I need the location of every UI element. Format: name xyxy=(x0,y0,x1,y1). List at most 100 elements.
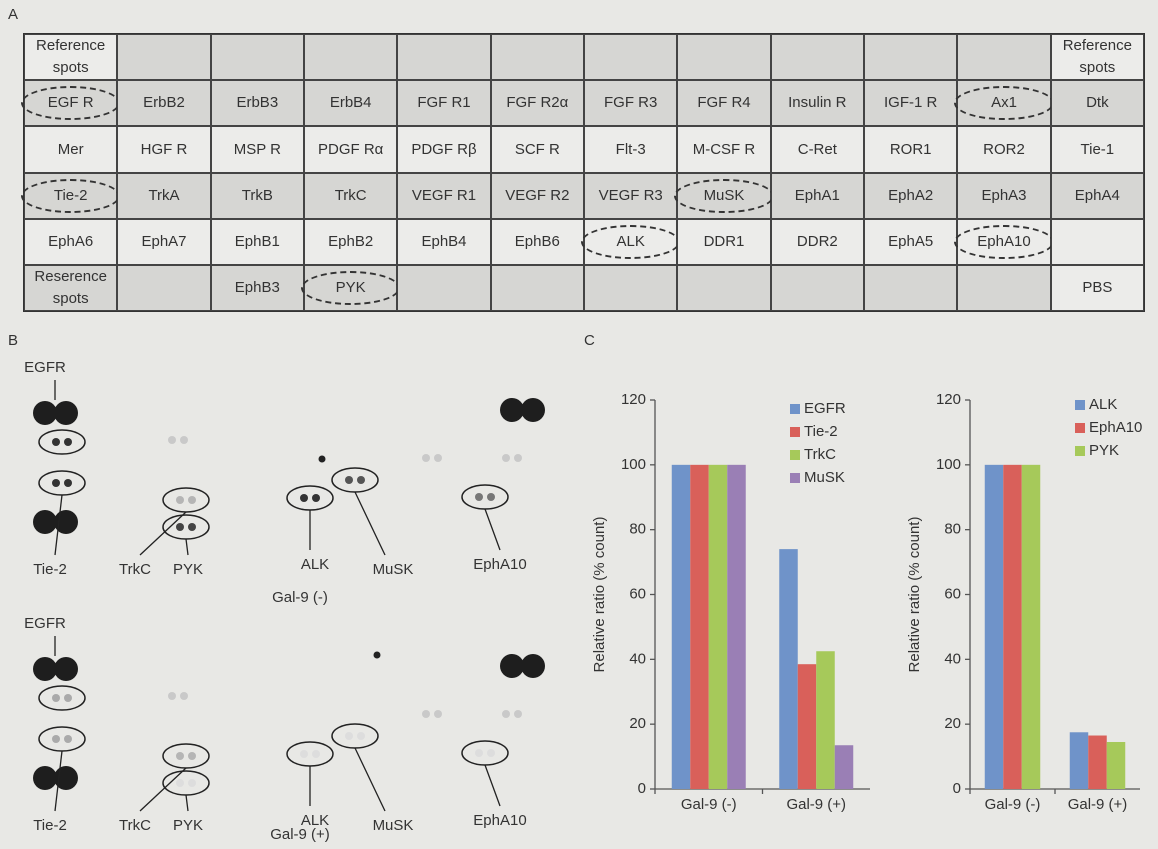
table-cell: TrkB xyxy=(210,172,304,219)
table-cell: FGF R4 xyxy=(677,80,771,127)
table-cell: MuSK xyxy=(674,172,774,219)
blot-spot xyxy=(434,710,442,718)
cell-text: ROR1 xyxy=(889,140,932,158)
y-tick-label: 40 xyxy=(629,650,646,667)
table-cell: IGF-1 R xyxy=(864,80,958,127)
table-cell: ROR2 xyxy=(957,126,1051,173)
blot-spot xyxy=(188,496,196,504)
blot-spot xyxy=(180,692,188,700)
y-tick-label: 0 xyxy=(953,780,961,797)
cell-text: M-CSF R xyxy=(692,140,756,158)
y-tick-label: 120 xyxy=(621,391,646,408)
table-cell: ROR1 xyxy=(864,126,958,173)
table-cell xyxy=(1050,218,1144,265)
cell-text: ErbB3 xyxy=(236,94,279,112)
bar xyxy=(690,464,709,789)
legend-label: ALK xyxy=(1089,396,1117,413)
y-tick-label: 80 xyxy=(944,521,961,538)
blot-label: MuSK xyxy=(373,561,414,578)
blot-spot xyxy=(357,732,365,740)
blot-spot xyxy=(300,750,308,758)
bar xyxy=(1021,464,1041,789)
blot-spot xyxy=(422,454,430,462)
bar xyxy=(1003,464,1022,789)
table-cell xyxy=(584,264,678,311)
bar xyxy=(708,464,728,789)
blot-spot xyxy=(188,779,196,787)
table-cell: EphA7 xyxy=(117,218,211,265)
blot-spot xyxy=(52,694,60,702)
table-cell: Ax1 xyxy=(954,80,1054,127)
circle-marker xyxy=(162,743,210,769)
cell-text: PBS xyxy=(1082,279,1113,297)
table-cell xyxy=(677,264,771,311)
blot-spot xyxy=(345,732,353,740)
table-cell: TrkA xyxy=(117,172,211,219)
table-cell: Flt-3 xyxy=(584,126,678,173)
cell-text: DDR2 xyxy=(796,232,838,250)
bar xyxy=(671,464,691,789)
cell-text: FGF R3 xyxy=(603,94,658,112)
bar-charts: 0 20 40 60 80 100 120 Relative ratio (% count) G… xyxy=(591,391,1142,813)
blot-spot xyxy=(475,749,483,757)
panel-label: C xyxy=(584,332,595,349)
table-cell: EphA1 xyxy=(770,172,864,219)
x-tick-label: Gal-9 (-) xyxy=(985,796,1041,813)
cell-text: VEGF R2 xyxy=(505,186,570,204)
blot-label: ALK xyxy=(301,812,329,829)
table-cell: PYK xyxy=(301,264,401,311)
table-cell: Reference spots xyxy=(1050,34,1144,81)
cell-text: Tie-1 xyxy=(1080,140,1115,158)
cell-text: HGF R xyxy=(140,140,188,158)
panel-label: A xyxy=(8,6,18,23)
cell-text: EphA4 xyxy=(1074,186,1120,204)
table-cell: SCF R xyxy=(490,126,584,173)
y-tick-label: 120 xyxy=(936,391,961,408)
table-cell: EphA5 xyxy=(864,218,958,265)
leader-line xyxy=(484,508,501,551)
cell-text: TrkC xyxy=(334,186,367,204)
blot-spot xyxy=(188,752,196,760)
blot-spot xyxy=(502,710,510,718)
table-cell xyxy=(304,34,398,81)
table-cell: Mer xyxy=(24,126,118,173)
blot-label: ALK xyxy=(301,556,329,573)
legend-swatch xyxy=(1075,400,1085,410)
legend-swatch xyxy=(790,404,800,414)
table-cell: VEGF R2 xyxy=(490,172,584,219)
bar xyxy=(984,464,1004,789)
leader-line xyxy=(354,747,386,812)
table-cell: DDR2 xyxy=(770,218,864,265)
cell-text: EphB2 xyxy=(328,232,374,250)
table-cell: PDGF Rβ xyxy=(397,126,491,173)
table-cell: DDR1 xyxy=(677,218,771,265)
bar xyxy=(797,664,817,789)
table-cell: EphB4 xyxy=(397,218,491,265)
blot-images: EGFR Tie-2 TrkC PYK ALK MuSK EphA10 Gal-9 (-) EG… xyxy=(24,359,545,843)
cell-text: EphA3 xyxy=(981,186,1027,204)
cell-text: Mer xyxy=(57,140,84,158)
blot-spot xyxy=(500,398,524,422)
y-tick-label: 40 xyxy=(944,650,961,667)
blot-label: Tie-2 xyxy=(33,817,67,834)
blot-label: Tie-2 xyxy=(33,561,67,578)
circle-marker xyxy=(286,741,334,767)
blot-spot xyxy=(52,735,60,743)
table-cell: Dtk xyxy=(1050,80,1144,127)
legend-swatch xyxy=(790,473,800,483)
legend-label: TrkC xyxy=(804,446,836,463)
cell-text: FGF R4 xyxy=(697,94,751,112)
legend-label: Tie-2 xyxy=(804,423,838,440)
condition-label: Gal-9 (+) xyxy=(270,826,330,843)
table-cell: ErbB3 xyxy=(210,80,304,127)
blot-label: EphA10 xyxy=(473,556,526,573)
table-cell: PDGF Rα xyxy=(304,126,398,173)
blot-spot xyxy=(422,710,430,718)
blot-spot xyxy=(52,479,60,487)
cell-text: Dtk xyxy=(1086,94,1109,112)
y-tick-label: 80 xyxy=(629,521,646,538)
leader-line xyxy=(354,491,386,556)
circle-marker xyxy=(331,467,379,493)
blot-spot xyxy=(33,657,57,681)
bar xyxy=(1069,732,1089,789)
